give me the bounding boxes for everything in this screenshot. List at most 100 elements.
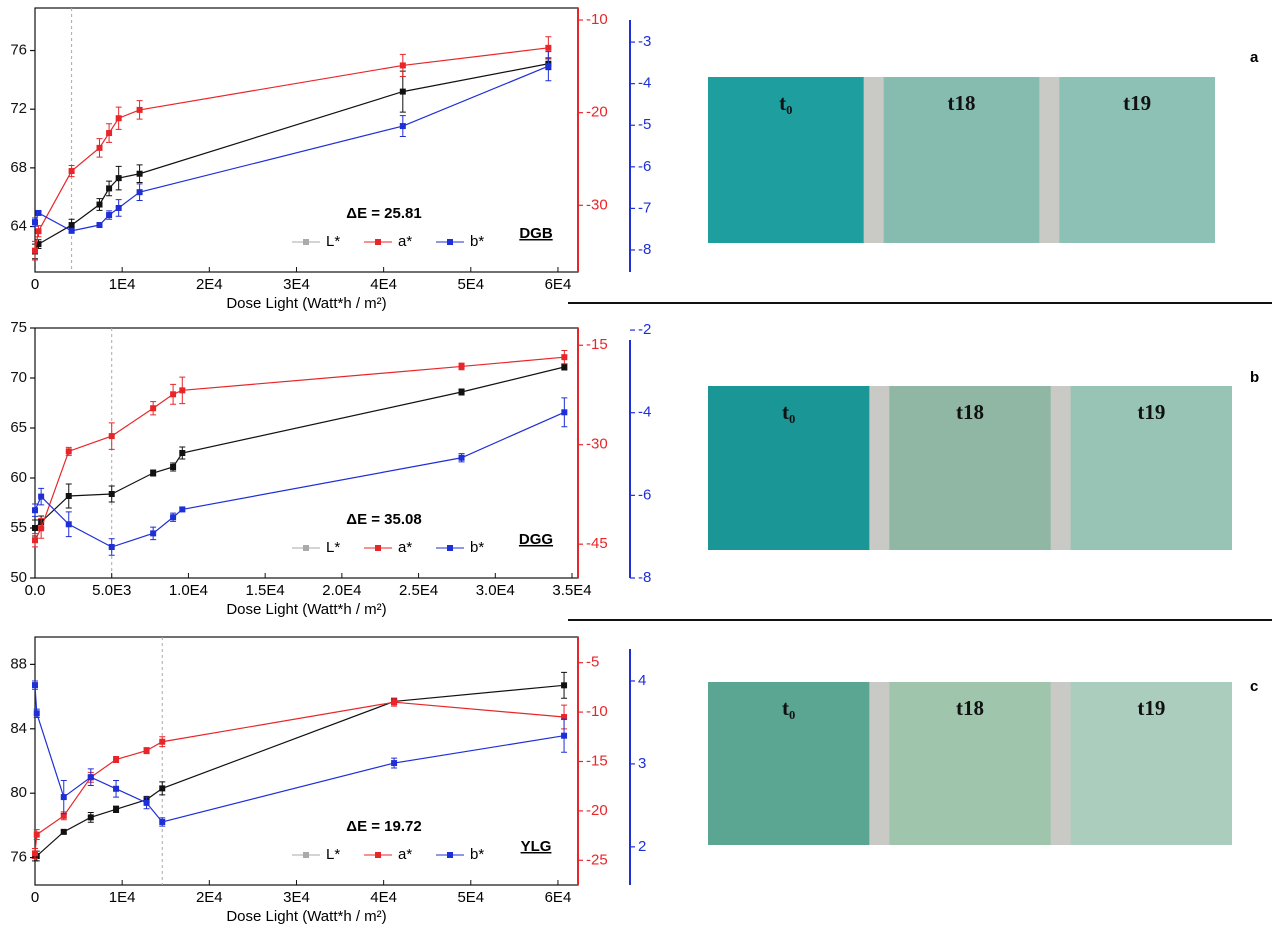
data-point: [170, 391, 176, 397]
data-point: [96, 222, 102, 228]
y3-tick-label: -8: [638, 569, 651, 586]
x-tick-label: 1E4: [109, 276, 136, 293]
data-point: [561, 682, 567, 688]
annotation: ΔE = 35.08: [346, 511, 421, 528]
data-point: [113, 757, 119, 763]
data-point: [561, 733, 567, 739]
x-axis-label: Dose Light (Watt*h / m²): [226, 295, 386, 312]
data-point: [150, 405, 156, 411]
x-tick-label: 3.0E4: [476, 582, 515, 599]
x-tick-label: 0.0: [25, 582, 46, 599]
data-point: [88, 814, 94, 820]
data-point: [144, 748, 150, 754]
y3-tick-label: -2: [638, 321, 651, 338]
x-axis-label: Dose Light (Watt*h / m²): [226, 908, 386, 925]
legend-label: a*: [398, 846, 412, 863]
series-line: [35, 64, 548, 252]
data-point: [459, 363, 465, 369]
data-point: [150, 530, 156, 536]
series-line: [35, 702, 564, 853]
legend-label: b*: [470, 233, 484, 250]
data-point: [32, 682, 38, 688]
data-point: [545, 45, 551, 51]
sample-label: t₀: [782, 400, 795, 424]
x-tick-label: 0: [31, 889, 39, 906]
data-point: [113, 806, 119, 812]
data-point: [106, 130, 112, 136]
figure: 0 1E4 2E4 3E4 4E4 5E4 6E4 Dose Light (Watt*h / …: [0, 0, 1272, 930]
y2-tick-label: -20: [586, 104, 608, 121]
x-tick-label: 2.0E4: [322, 582, 361, 599]
data-point: [106, 212, 112, 218]
legend-label: L*: [326, 539, 340, 556]
series-line: [35, 412, 564, 547]
legend-marker: [447, 852, 453, 858]
data-point: [32, 525, 38, 531]
x-tick-label: 4E4: [370, 889, 397, 906]
y-tick-label: 80: [10, 784, 27, 801]
y3-tick-label: -6: [638, 158, 651, 175]
plot-frame: [35, 8, 578, 272]
data-point: [35, 228, 41, 234]
series-line: [35, 685, 564, 822]
data-point: [137, 171, 143, 177]
y3-tick-label: -6: [638, 486, 651, 503]
data-point: [150, 470, 156, 476]
data-point: [109, 491, 115, 497]
sample-label: t₀: [782, 696, 795, 720]
y-tick-label: 60: [10, 469, 27, 486]
panel-label: a: [1250, 49, 1259, 66]
y2-tick-label: -30: [586, 436, 608, 453]
x-tick-label: 6E4: [545, 276, 572, 293]
x-tick-label: 1.0E4: [169, 582, 208, 599]
y-tick-label: 72: [10, 100, 27, 117]
y-tick-label: 64: [10, 218, 27, 235]
series-line: [35, 66, 548, 231]
y2-tick-label: -20: [586, 802, 608, 819]
data-point: [561, 409, 567, 415]
data-point: [66, 448, 72, 454]
x-tick-label: 4E4: [370, 276, 397, 293]
series-line: [35, 685, 564, 856]
sample-label: t19: [1137, 400, 1165, 424]
data-point: [109, 433, 115, 439]
legend-marker: [375, 545, 381, 551]
sample-code: DGG: [519, 531, 553, 548]
y-tick-label: 75: [10, 319, 27, 336]
data-point: [32, 507, 38, 513]
data-point: [545, 63, 551, 69]
y3-tick-label: -5: [638, 116, 651, 133]
data-point: [179, 506, 185, 512]
data-point: [159, 739, 165, 745]
data-point: [35, 210, 41, 216]
legend-label: a*: [398, 539, 412, 556]
x-tick-label: 3E4: [283, 889, 310, 906]
x-tick-label: 5E4: [457, 276, 484, 293]
data-point: [109, 544, 115, 550]
y3-tick-label: -3: [638, 33, 651, 50]
x-tick-label: 2.5E4: [399, 582, 438, 599]
x-axis-label: Dose Light (Watt*h / m²): [226, 601, 386, 618]
panel-label: b: [1250, 369, 1259, 386]
sample-label: t₀: [779, 91, 792, 115]
data-point: [61, 829, 67, 835]
data-point: [61, 794, 67, 800]
x-tick-label: 5E4: [457, 889, 484, 906]
data-point: [159, 785, 165, 791]
data-point: [38, 525, 44, 531]
legend-label: L*: [326, 846, 340, 863]
data-point: [88, 774, 94, 780]
y-tick-label: 88: [10, 655, 27, 672]
x-tick-label: 1E4: [109, 889, 136, 906]
sample-code: DGB: [519, 225, 553, 242]
data-point: [179, 387, 185, 393]
data-point: [32, 537, 38, 543]
y3-tick-label: 3: [638, 755, 646, 772]
data-point: [400, 89, 406, 95]
data-point: [400, 123, 406, 129]
x-tick-label: 2E4: [196, 276, 223, 293]
y2-tick-label: -5: [586, 654, 599, 671]
y3-tick-label: -4: [638, 75, 651, 92]
y3-tick-label: -4: [638, 404, 651, 421]
legend-marker: [303, 239, 309, 245]
